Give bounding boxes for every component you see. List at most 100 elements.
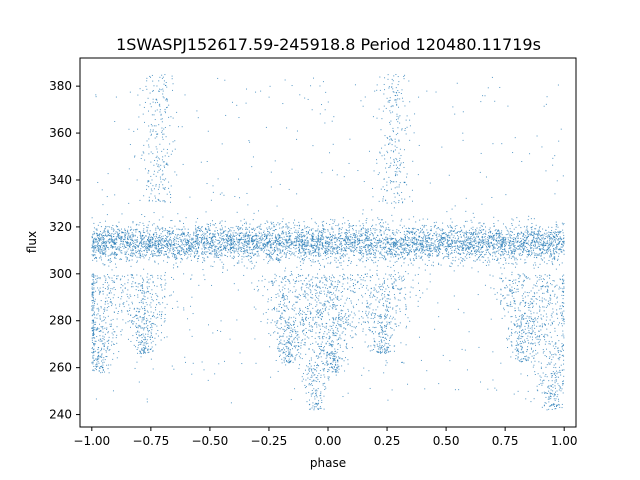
data-point	[155, 235, 157, 237]
data-point	[463, 226, 465, 228]
data-point	[543, 257, 545, 259]
data-point	[92, 255, 94, 257]
data-point	[423, 236, 425, 238]
data-point	[114, 243, 116, 245]
data-point	[145, 248, 147, 250]
data-point	[487, 244, 489, 246]
data-point	[252, 228, 254, 230]
data-point	[253, 240, 255, 242]
data-point	[367, 229, 369, 231]
data-point	[348, 246, 350, 248]
data-point	[97, 236, 99, 238]
data-point	[495, 235, 497, 237]
data-point	[482, 229, 484, 231]
data-point	[403, 240, 405, 242]
data-point	[245, 239, 247, 241]
data-point	[521, 243, 523, 245]
data-point	[226, 247, 228, 249]
data-point	[341, 243, 343, 245]
data-point	[157, 228, 159, 230]
data-point	[533, 232, 535, 234]
data-point	[266, 237, 268, 239]
data-point	[254, 248, 256, 250]
data-point	[205, 242, 207, 244]
data-point	[496, 259, 498, 261]
data-point	[484, 242, 486, 244]
data-point	[533, 250, 535, 252]
data-point	[215, 252, 217, 254]
data-point	[221, 227, 223, 229]
data-point	[525, 249, 527, 251]
data-point	[219, 249, 221, 251]
data-point	[420, 227, 422, 229]
data-point	[195, 248, 197, 250]
data-point	[201, 241, 202, 243]
data-point	[326, 245, 328, 247]
data-point	[558, 264, 560, 266]
data-point	[427, 235, 429, 237]
data-point	[348, 237, 350, 239]
data-point	[329, 232, 331, 234]
data-point	[193, 234, 195, 236]
data-point	[210, 247, 212, 249]
data-point	[427, 232, 428, 234]
data-point	[317, 246, 319, 248]
data-point	[333, 238, 335, 240]
data-point	[290, 242, 292, 244]
data-point	[319, 231, 321, 233]
data-point	[321, 243, 323, 245]
data-point	[132, 222, 134, 224]
data-point	[370, 253, 372, 255]
data-point	[219, 228, 221, 230]
data-point	[474, 241, 476, 243]
data-point	[304, 227, 306, 229]
data-point	[483, 228, 485, 230]
data-point	[463, 258, 465, 260]
data-point	[557, 226, 559, 228]
data-point	[502, 238, 504, 240]
data-point	[559, 231, 561, 233]
data-point	[458, 236, 460, 238]
data-point	[181, 234, 183, 236]
data-point	[529, 245, 531, 247]
data-point	[294, 245, 296, 247]
data-point	[486, 249, 488, 251]
data-point	[139, 254, 141, 256]
data-point	[303, 236, 305, 238]
data-point	[298, 221, 300, 223]
data-point	[501, 241, 503, 243]
data-point	[160, 242, 162, 244]
data-point	[282, 233, 284, 235]
data-point	[321, 235, 323, 237]
data-point	[322, 228, 324, 229]
data-point	[368, 238, 370, 240]
data-point	[354, 235, 356, 237]
data-point	[475, 242, 477, 244]
data-point	[554, 259, 556, 261]
data-point	[415, 221, 417, 223]
data-point	[365, 230, 367, 232]
data-point	[546, 235, 548, 237]
data-point	[268, 249, 269, 251]
data-point	[400, 239, 402, 241]
data-point	[203, 245, 205, 247]
data-point	[474, 249, 476, 251]
data-point	[184, 243, 186, 245]
data-point	[327, 253, 329, 255]
data-point	[339, 246, 341, 248]
data-point	[318, 244, 320, 246]
data-point	[470, 253, 472, 255]
data-point	[358, 240, 360, 242]
data-point	[268, 242, 270, 244]
data-point	[478, 241, 480, 243]
data-point	[348, 235, 350, 237]
data-point	[415, 234, 417, 236]
data-point	[325, 249, 327, 251]
data-point	[194, 241, 196, 243]
data-point	[277, 233, 279, 235]
data-point	[134, 229, 136, 231]
data-point	[415, 257, 417, 259]
data-point	[406, 236, 408, 238]
data-point	[242, 242, 244, 244]
data-point	[357, 238, 359, 240]
